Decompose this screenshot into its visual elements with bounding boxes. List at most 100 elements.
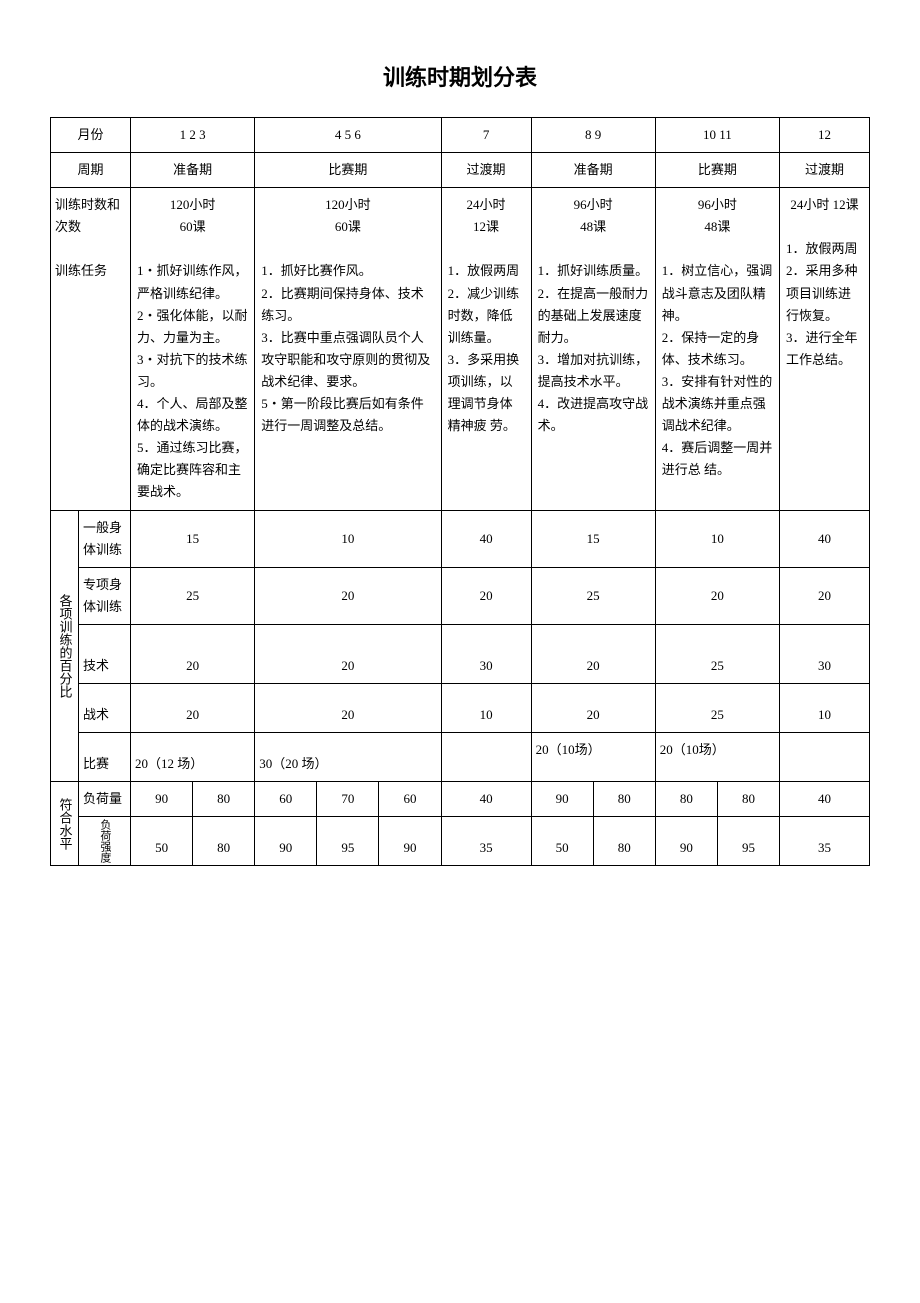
volume-v2: 80	[193, 782, 255, 817]
header-cycle: 周期	[51, 153, 131, 188]
tech-c6: 30	[780, 624, 870, 683]
special-c1: 25	[131, 567, 255, 624]
intensity-v7: 50	[531, 817, 593, 866]
tasks-c3: 24小时 12课 1．放假两周 2．减少训练时数，降低训练量。 3．多采用换项训…	[441, 188, 531, 510]
general-c3: 40	[441, 510, 531, 567]
header-month: 月份	[51, 118, 131, 153]
task-text-c5: 1．树立信心，强调战斗意志及团队精神。 2．保持一定的身体、技术练习。 3．安排…	[662, 263, 773, 477]
tech-c1: 20	[131, 624, 255, 683]
tasks-c1: 120小时 60课 1・抓好训练作风，严格训练纪律。 2・强化体能，以耐力、力量…	[131, 188, 255, 510]
hours-c1b: 60课	[180, 219, 206, 234]
tasks-c5: 96小时 48课 1．树立信心，强调战斗意志及团队精神。 2．保持一定的身体、技…	[655, 188, 779, 510]
month-col2: 4 5 6	[255, 118, 441, 153]
row-general: 一般身体训练	[79, 510, 131, 567]
hours-c6a: 24小时 12课	[790, 197, 858, 212]
tactic-c4: 20	[531, 683, 655, 732]
cycle-c1: 准备期	[131, 153, 255, 188]
intensity-v9: 90	[655, 817, 717, 866]
header-hours-tasks: 训练时数和次数 训练任务	[51, 188, 131, 510]
general-c1: 15	[131, 510, 255, 567]
match-c5: 20（10场）	[655, 733, 779, 782]
tasks-c2: 120小时 60课 1．抓好比赛作风。 2．比赛期间保持身体、技术练习。 3．比…	[255, 188, 441, 510]
month-col4: 8 9	[531, 118, 655, 153]
page-title: 训练时期划分表	[50, 60, 870, 92]
intensity-v6: 35	[441, 817, 531, 866]
cycle-c4: 准备期	[531, 153, 655, 188]
match-c3	[441, 733, 531, 782]
volume-v9: 80	[655, 782, 717, 817]
tech-c4: 20	[531, 624, 655, 683]
tactic-c6: 10	[780, 683, 870, 732]
special-c5: 20	[655, 567, 779, 624]
intensity-v2: 80	[193, 817, 255, 866]
intensity-v3: 90	[255, 817, 317, 866]
hours-c4a: 96小时	[574, 197, 613, 212]
general-c6: 40	[780, 510, 870, 567]
general-c2: 10	[255, 510, 441, 567]
volume-v11: 40	[780, 782, 870, 817]
tasks-c4: 96小时 48课 1．抓好训练质量。 2．在提高一般耐力的基础上发展速度耐力。 …	[531, 188, 655, 510]
volume-v1: 90	[131, 782, 193, 817]
special-c4: 25	[531, 567, 655, 624]
task-text-c1: 1・抓好训练作风，严格训练纪律。 2・强化体能，以耐力、力量为主。 3・对抗下的…	[137, 263, 248, 499]
hours-c2b: 60课	[335, 219, 361, 234]
cycle-c5: 比赛期	[655, 153, 779, 188]
volume-v6: 40	[441, 782, 531, 817]
tactic-c3: 10	[441, 683, 531, 732]
tactic-c1: 20	[131, 683, 255, 732]
task-text-c3: 1．放假两周 2．减少训练时数，降低训练量。 3．多采用换项训练，以理调节身体精…	[448, 263, 520, 433]
volume-v5: 60	[379, 782, 441, 817]
task-text-c2: 1．抓好比赛作风。 2．比赛期间保持身体、技术练习。 3．比赛中重点强调队员个人…	[261, 263, 430, 433]
general-c4: 15	[531, 510, 655, 567]
training-table: 月份 1 2 3 4 5 6 7 8 9 10 11 12 周期 准备期 比赛期…	[50, 117, 870, 866]
month-col5: 10 11	[655, 118, 779, 153]
intensity-v8: 80	[593, 817, 655, 866]
row-match: 比赛	[79, 733, 131, 782]
hours-c5b: 48课	[704, 219, 730, 234]
row-intensity: 负荷强度	[79, 817, 131, 866]
special-c2: 20	[255, 567, 441, 624]
volume-v4: 70	[317, 782, 379, 817]
percent-label: 各项训练的百分比	[51, 510, 79, 782]
general-c5: 10	[655, 510, 779, 567]
volume-v3: 60	[255, 782, 317, 817]
task-text-c4: 1．抓好训练质量。 2．在提高一般耐力的基础上发展速度耐力。 3．增加对抗训练，…	[538, 263, 649, 433]
match-c6	[780, 733, 870, 782]
intensity-v1: 50	[131, 817, 193, 866]
intensity-v5: 90	[379, 817, 441, 866]
load-label: 符合水平	[51, 782, 79, 866]
cycle-c2: 比赛期	[255, 153, 441, 188]
row-tactic: 战术	[79, 683, 131, 732]
match-c2: 30（20 场）	[255, 733, 441, 782]
month-col6: 12	[780, 118, 870, 153]
tactic-c2: 20	[255, 683, 441, 732]
row-volume: 负荷量	[79, 782, 131, 817]
tech-c3: 30	[441, 624, 531, 683]
label-hours: 训练时数和次数	[55, 197, 120, 234]
tactic-c5: 25	[655, 683, 779, 732]
hours-c2a: 120小时	[325, 197, 371, 212]
volume-v10: 80	[717, 782, 779, 817]
match-c1: 20（12 场）	[131, 733, 255, 782]
label-tasks: 训练任务	[55, 263, 107, 278]
special-c6: 20	[780, 567, 870, 624]
tech-c5: 25	[655, 624, 779, 683]
task-text-c6: 1．放假两周 2．采用多种项目训练进行恢复。 3．进行全年工作总结。	[786, 241, 858, 366]
tech-c2: 20	[255, 624, 441, 683]
tasks-c6: 24小时 12课 1．放假两周 2．采用多种项目训练进行恢复。 3．进行全年工作…	[780, 188, 870, 510]
hours-c5a: 96小时	[698, 197, 737, 212]
month-col1: 1 2 3	[131, 118, 255, 153]
hours-c4b: 48课	[580, 219, 606, 234]
row-special: 专项身体训练	[79, 567, 131, 624]
intensity-v10: 95	[717, 817, 779, 866]
intensity-v11: 35	[780, 817, 870, 866]
special-c3: 20	[441, 567, 531, 624]
volume-v7: 90	[531, 782, 593, 817]
match-c4: 20（10场）	[531, 733, 655, 782]
cycle-c3: 过渡期	[441, 153, 531, 188]
hours-c1a: 120小时	[170, 197, 216, 212]
hours-c3b: 12课	[473, 219, 499, 234]
hours-c3a: 24小时	[467, 197, 506, 212]
cycle-c6: 过渡期	[780, 153, 870, 188]
intensity-v4: 95	[317, 817, 379, 866]
